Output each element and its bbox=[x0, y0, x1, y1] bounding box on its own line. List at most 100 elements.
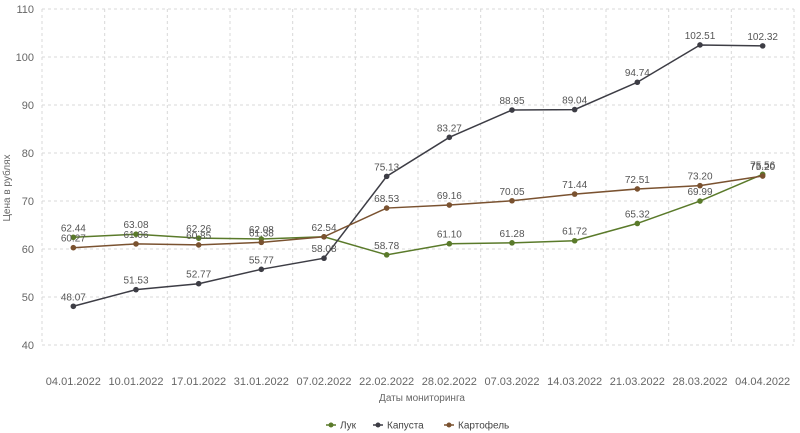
x-tick-label: 07.02.2022 bbox=[296, 376, 351, 388]
x-tick-label: 04.04.2022 bbox=[735, 376, 790, 388]
legend-swatch-dot bbox=[375, 422, 381, 428]
data-label: 75.13 bbox=[374, 162, 399, 173]
data-point bbox=[70, 303, 77, 310]
data-point bbox=[446, 134, 453, 141]
data-label: 71.44 bbox=[562, 180, 587, 191]
y-tick-label: 50 bbox=[22, 292, 34, 304]
x-tick-label: 21.03.2022 bbox=[610, 376, 665, 388]
y-tick-label: 40 bbox=[22, 340, 34, 352]
legend-label: Картофель bbox=[458, 420, 509, 432]
data-label: 60.27 bbox=[61, 234, 86, 245]
x-tick-label: 17.01.2022 bbox=[171, 376, 226, 388]
data-point bbox=[509, 107, 515, 113]
data-label: 75.20 bbox=[750, 162, 775, 173]
data-label: 48.07 bbox=[61, 292, 86, 303]
x-tick-label: 28.02.2022 bbox=[422, 376, 477, 388]
y-tick-label: 100 bbox=[16, 52, 34, 64]
data-label: 62.08 bbox=[249, 225, 274, 236]
y-tick-label: 80 bbox=[22, 148, 34, 160]
data-label: 75.56 bbox=[750, 160, 775, 171]
x-tick-label: 10.01.2022 bbox=[108, 376, 163, 388]
data-labels: 62.44 63.08 62.26 62.08 62.54 58.78 61.10 61.28… bbox=[61, 31, 779, 303]
data-label: 61.72 bbox=[562, 227, 587, 238]
data-label: 65.32 bbox=[625, 209, 650, 220]
data-label: 83.27 bbox=[437, 123, 462, 134]
grid bbox=[41, 8, 795, 346]
x-tick-label: 14.03.2022 bbox=[547, 376, 602, 388]
data-point bbox=[321, 234, 327, 240]
data-label: 94.74 bbox=[625, 68, 650, 79]
data-label: 60.85 bbox=[186, 231, 211, 242]
data-label: 62.26 bbox=[186, 224, 211, 235]
data-label: 61.10 bbox=[437, 230, 462, 241]
data-label: 89.04 bbox=[562, 96, 587, 107]
y-axis-ticks: 40 50 60 70 80 90 100 110 bbox=[16, 4, 34, 352]
data-label: 62.44 bbox=[61, 223, 86, 234]
data-point bbox=[258, 239, 265, 246]
data-label: 61.28 bbox=[499, 229, 524, 240]
data-point bbox=[321, 255, 327, 262]
data-point bbox=[759, 43, 766, 49]
data-point bbox=[697, 182, 703, 189]
x-axis-title: Даты мониторинга bbox=[379, 393, 465, 404]
series bbox=[70, 42, 766, 310]
data-point bbox=[634, 79, 641, 86]
data-point bbox=[195, 242, 202, 248]
data-point bbox=[697, 198, 703, 204]
series-line bbox=[73, 175, 763, 249]
data-point bbox=[133, 241, 139, 247]
data-point bbox=[571, 191, 578, 197]
data-point bbox=[133, 231, 139, 238]
data-label: 88.95 bbox=[499, 96, 524, 107]
y-tick-label: 90 bbox=[22, 100, 34, 112]
x-tick-label: 04.01.2022 bbox=[46, 376, 101, 388]
y-axis-title: Цена в рублях bbox=[1, 154, 13, 221]
y-tick-label: 110 bbox=[16, 4, 34, 16]
legend: Лук Капуста Картофель bbox=[326, 420, 509, 432]
data-label: 58.08 bbox=[311, 244, 336, 255]
legend-label: Лук bbox=[340, 421, 357, 432]
legend-label: Капуста bbox=[387, 421, 424, 432]
data-label: 68.53 bbox=[374, 194, 399, 205]
legend-swatch-dot bbox=[328, 422, 334, 428]
data-point bbox=[446, 240, 453, 247]
data-label: 63.08 bbox=[123, 220, 148, 231]
data-point bbox=[697, 42, 703, 48]
data-label: 70.05 bbox=[499, 187, 524, 198]
series-line bbox=[73, 173, 763, 256]
data-point bbox=[759, 173, 766, 179]
x-tick-label: 22.02.2022 bbox=[359, 376, 414, 388]
y-tick-label: 60 bbox=[22, 244, 34, 256]
data-point bbox=[634, 186, 641, 192]
data-label: 61.38 bbox=[249, 228, 274, 239]
data-point bbox=[509, 240, 515, 246]
data-point bbox=[195, 235, 202, 241]
x-tick-label: 28.03.2022 bbox=[672, 376, 727, 388]
data-point bbox=[383, 252, 390, 258]
y-tick-label: 70 bbox=[22, 196, 34, 208]
data-label: 102.32 bbox=[747, 32, 778, 43]
data-point bbox=[446, 202, 453, 208]
data-label: 72.51 bbox=[625, 175, 650, 186]
series-line bbox=[73, 44, 763, 307]
data-label: 102.51 bbox=[685, 31, 716, 42]
x-tick-label: 31.01.2022 bbox=[234, 376, 289, 388]
data-label: 52.77 bbox=[186, 270, 211, 281]
data-label: 61.06 bbox=[123, 230, 148, 241]
data-point bbox=[70, 244, 77, 251]
data-point bbox=[133, 286, 139, 293]
x-tick-label: 07.03.2022 bbox=[484, 376, 539, 388]
legend-swatch-dot bbox=[446, 422, 452, 428]
data-label: 69.99 bbox=[687, 187, 712, 198]
data-label: 62.54 bbox=[311, 223, 336, 234]
x-axis-ticks: 04.01.2022 10.01.2022 17.01.2022 31.01.2022… bbox=[46, 376, 790, 388]
data-label: 73.20 bbox=[687, 172, 712, 183]
data-point bbox=[383, 173, 390, 180]
data-label: 55.77 bbox=[249, 255, 274, 266]
data-point bbox=[70, 234, 77, 241]
data-point bbox=[509, 197, 515, 204]
data-point bbox=[383, 205, 390, 211]
data-point bbox=[571, 237, 578, 244]
data-point bbox=[571, 106, 578, 113]
